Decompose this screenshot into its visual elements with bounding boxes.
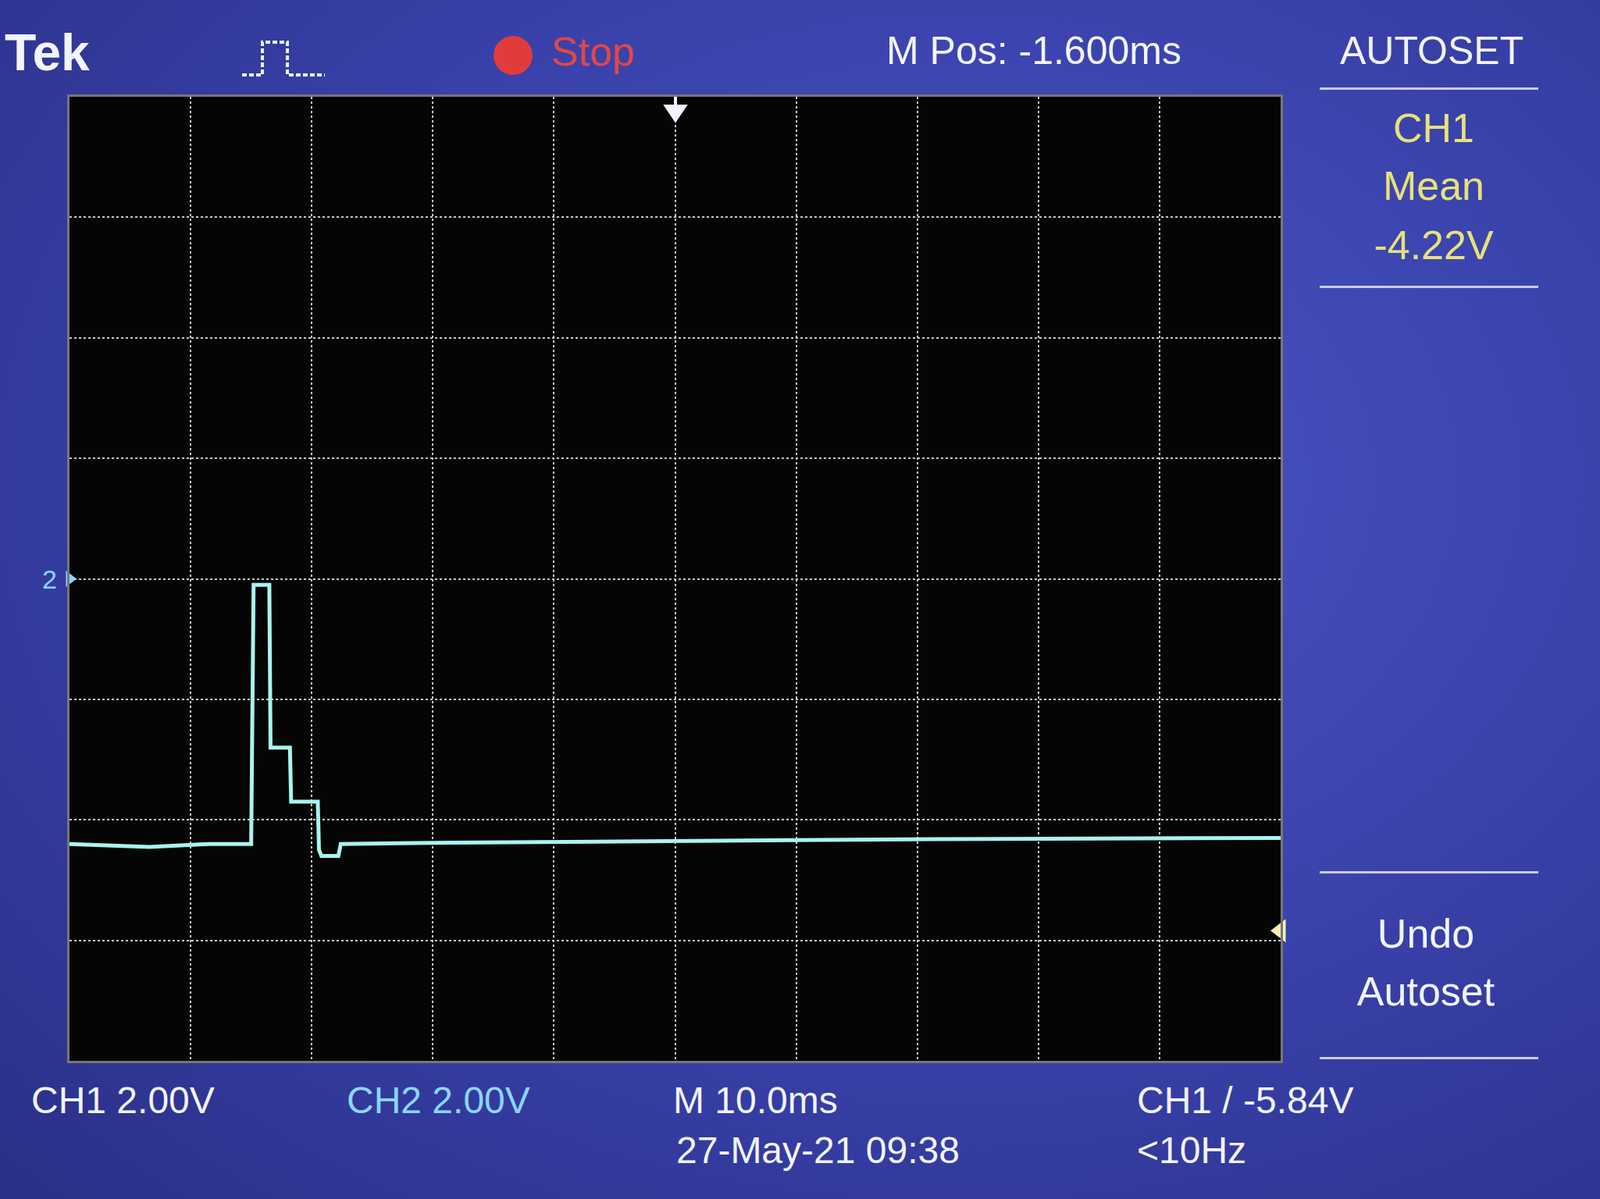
html-text:CH2 2.00V: CH2 2.00V: [346, 1079, 531, 1122]
html-text:M 10.0ms: M 10.0ms: [673, 1079, 838, 1122]
html-text:CH1 2.00V: CH1 2.00V: [31, 1079, 215, 1122]
html-text:Stop: Stop: [551, 28, 635, 75]
html-text:M Pos: -1.600ms: M Pos: -1.600ms: [886, 28, 1182, 73]
html-text:Autoset: Autoset: [1356, 969, 1495, 1015]
html-text:CH1 / -5.84V: CH1 / -5.84V: [1136, 1079, 1354, 1122]
html-text:CH1: CH1: [1393, 105, 1475, 151]
html-text:Tek: Tek: [4, 23, 90, 82]
html-text:<10Hz: <10Hz: [1136, 1129, 1247, 1172]
html-text:27-May-21 09:38: 27-May-21 09:38: [676, 1129, 960, 1172]
svg-text:2: 2: [42, 564, 58, 595]
html-text:-4.22V: -4.22V: [1373, 222, 1494, 268]
html-text:Undo: Undo: [1377, 911, 1475, 957]
html-text:Mean: Mean: [1382, 163, 1485, 209]
html-text:AUTOSET: AUTOSET: [1339, 28, 1524, 73]
